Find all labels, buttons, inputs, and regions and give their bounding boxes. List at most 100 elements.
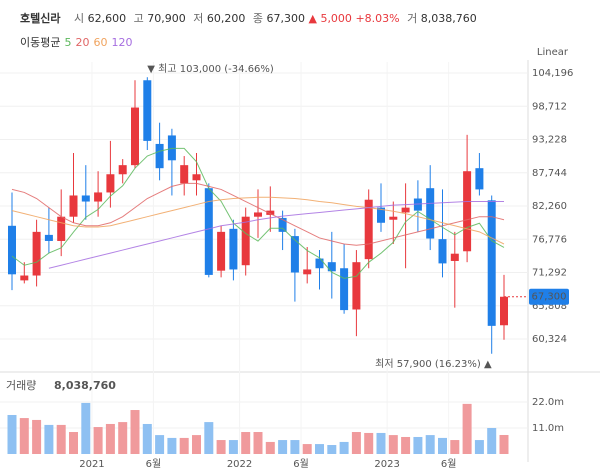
- volume-title: 거래량: [6, 379, 36, 392]
- candle-body: [167, 135, 176, 161]
- candle-body: [278, 217, 287, 232]
- ma-line: [11, 147, 505, 279]
- volume-bar: [302, 444, 312, 454]
- volume-bar: [81, 402, 91, 454]
- volume-bar: [462, 403, 472, 454]
- x-tick-label: 2022: [227, 459, 252, 470]
- x-tick-label: 2021: [79, 459, 104, 470]
- candle-body: [8, 225, 16, 275]
- candle-body: [450, 253, 459, 261]
- candle-body: [118, 165, 127, 175]
- price-tag: [529, 288, 569, 305]
- ma-legend: 이동평균 5 20 60 120: [20, 34, 132, 50]
- candle-body: [229, 228, 238, 270]
- y-tick-label: 65,808: [532, 301, 567, 312]
- candle-body: [32, 231, 41, 276]
- y-tick-label: 82,260: [532, 201, 567, 212]
- volume-bar: [487, 427, 497, 454]
- min-label: 최저 57,900 (16.23%) ▲: [375, 358, 492, 370]
- candle-body: [204, 188, 213, 275]
- candle-body: [475, 168, 484, 190]
- candle-body: [290, 236, 299, 273]
- legend-item: 20: [75, 36, 90, 49]
- volume-bar: [105, 423, 115, 454]
- candle-body: [377, 207, 385, 223]
- y-tick-label: 87,744: [532, 168, 567, 179]
- scale-label: Linear: [537, 47, 569, 58]
- label: 거: [407, 12, 418, 25]
- volume-bar: [44, 424, 54, 454]
- candle-body: [69, 195, 78, 217]
- volume-bar: [474, 440, 484, 454]
- candle-body: [57, 216, 66, 241]
- volume-bar: [499, 434, 509, 454]
- volume-bar: [32, 419, 42, 454]
- high: 70,900: [147, 12, 186, 25]
- change: ▲ 5,000: [308, 12, 352, 25]
- volume-bar: [265, 441, 275, 454]
- candle-body: [20, 275, 29, 281]
- volume-bar: [179, 437, 189, 454]
- candle-body: [192, 174, 201, 181]
- max-label: ▼ 최고 103,000 (-34.66%): [147, 63, 274, 75]
- volume-bar: [388, 435, 398, 454]
- volume-bar: [241, 432, 251, 454]
- volume-bar: [19, 418, 29, 454]
- candle-body: [94, 192, 103, 202]
- y-tick-label: 98,712: [532, 101, 567, 112]
- volume: 8,038,760: [420, 12, 477, 25]
- volume-bar: [376, 432, 386, 454]
- volume-bar: [364, 432, 374, 454]
- ma-line: [48, 201, 504, 269]
- volume-bar: [339, 441, 349, 454]
- candle-body: [217, 231, 226, 271]
- candle-body: [254, 212, 262, 217]
- x-tick-label: 6월: [146, 458, 162, 470]
- candle-body: [44, 234, 53, 241]
- x-tick-label: 2023: [374, 459, 399, 470]
- legend-item: 120: [111, 36, 133, 49]
- candle-body: [241, 216, 250, 266]
- change-pct: +8.03%: [355, 12, 400, 25]
- candle-body: [143, 80, 152, 141]
- close: 67,300: [266, 12, 305, 25]
- volume-bar: [351, 432, 361, 454]
- candle-body: [315, 258, 324, 269]
- y-tick-label: 104,196: [532, 68, 573, 79]
- label: 저: [193, 12, 204, 25]
- candle-body: [401, 207, 410, 213]
- label: 시: [73, 12, 85, 25]
- volume-bar: [401, 436, 411, 454]
- x-tick-label: 6월: [293, 458, 309, 470]
- candle-body: [327, 262, 336, 272]
- candle-body: [266, 210, 275, 215]
- candle-body: [340, 268, 349, 311]
- volume-bar: [155, 435, 165, 454]
- volume-total: 8,038,760: [54, 379, 116, 392]
- volume-bar: [315, 444, 324, 454]
- candle-body: [81, 195, 90, 202]
- volume-bar: [413, 436, 423, 454]
- candle-body: [426, 188, 435, 239]
- candle-body: [500, 296, 508, 326]
- price-tag-label: 67,300: [532, 292, 567, 303]
- volume-bar: [278, 440, 288, 454]
- y-tick-label: 71,292: [532, 268, 567, 279]
- candle-body: [180, 165, 189, 184]
- candle-body: [364, 199, 373, 260]
- legend-title: 이동평균: [20, 36, 61, 49]
- volume-bar: [192, 435, 201, 454]
- candle-body: [131, 107, 139, 166]
- y-tick-label: 93,228: [532, 135, 567, 146]
- volume-bar: [228, 440, 238, 454]
- volume-bar: [7, 414, 17, 454]
- x-tick-label: 6월: [441, 458, 457, 470]
- volume-bar: [204, 422, 214, 454]
- volume-bar: [450, 440, 460, 454]
- volume-bar: [438, 437, 447, 454]
- volume-bar: [425, 435, 435, 454]
- volume-bar: [69, 432, 78, 454]
- volume-bar: [130, 410, 140, 454]
- candle-body: [413, 198, 422, 211]
